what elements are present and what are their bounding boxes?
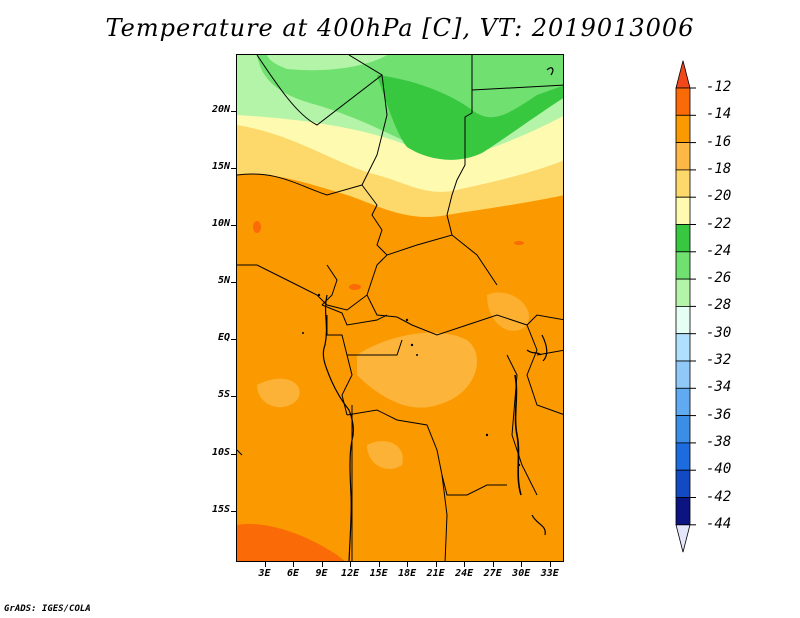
lon-tick-label: 27E bbox=[483, 568, 502, 579]
lat-tick bbox=[231, 396, 236, 398]
lat-tick-label: 15S bbox=[211, 503, 230, 515]
lon-tick bbox=[492, 562, 494, 567]
colorbar-box bbox=[675, 142, 691, 171]
lat-tick-label: EQ bbox=[217, 332, 230, 344]
coastline bbox=[322, 67, 554, 561]
lon-tick-label: 9E bbox=[315, 568, 328, 579]
colorbar-box bbox=[675, 497, 691, 526]
colorbar-label: -40 bbox=[706, 461, 732, 478]
colorbar-label: -24 bbox=[706, 242, 732, 259]
colorbar-box bbox=[675, 469, 691, 498]
colorbar-label: -30 bbox=[706, 324, 732, 341]
lon-tick bbox=[549, 562, 551, 567]
colorbar-box bbox=[675, 387, 691, 416]
colorbar-label: -16 bbox=[706, 133, 732, 150]
lon-tick bbox=[350, 562, 352, 567]
colorbar-box bbox=[675, 224, 691, 253]
lon-tick-label: 30E bbox=[512, 568, 531, 579]
lon-tick-label: 15E bbox=[369, 568, 388, 579]
colorbar-label: -38 bbox=[706, 433, 732, 450]
lon-tick bbox=[264, 562, 266, 567]
lon-tick-label: 3E bbox=[258, 568, 271, 579]
colorbar-label: -20 bbox=[706, 188, 732, 205]
lon-tick-label: 18E bbox=[398, 568, 417, 579]
colorbar-label: -18 bbox=[706, 160, 732, 177]
lon-tick bbox=[435, 562, 437, 567]
lon-tick-label: 33E bbox=[540, 568, 559, 579]
lat-tick bbox=[231, 510, 236, 512]
colorbar-label: -26 bbox=[706, 270, 732, 287]
colorbar-label: -28 bbox=[706, 297, 732, 314]
warm-patch-south bbox=[367, 441, 403, 469]
lat-tick-label: 5N bbox=[217, 275, 230, 287]
colorbar-label: -32 bbox=[706, 352, 732, 368]
colorbar-label: -44 bbox=[706, 515, 732, 532]
lat-tick-label: 10S bbox=[211, 446, 230, 458]
colorbar-box bbox=[675, 251, 691, 280]
lat-tick bbox=[231, 282, 236, 284]
colorbar-box bbox=[675, 278, 691, 307]
colorbar-lower-triangle bbox=[675, 524, 691, 553]
colorbar-label: -36 bbox=[706, 406, 732, 423]
lon-tick bbox=[321, 562, 323, 567]
colorbar-label: -34 bbox=[706, 379, 732, 396]
colorbar-box bbox=[675, 87, 691, 116]
lon-tick bbox=[407, 562, 409, 567]
lat-tick bbox=[231, 168, 236, 170]
warm-patch-east bbox=[487, 292, 529, 331]
lon-tick-label: 24E bbox=[455, 568, 474, 579]
band-minus24 bbox=[377, 75, 563, 160]
colorbar-upper-triangle bbox=[675, 60, 691, 89]
lat-tick-label: 20N bbox=[211, 104, 230, 116]
temperature-map bbox=[237, 55, 563, 561]
grads-credit: GrADS: IGES/COLA bbox=[4, 604, 91, 614]
colorbar-box bbox=[675, 333, 691, 362]
lon-tick-label: 6E bbox=[287, 568, 300, 579]
hot-spot-east bbox=[514, 241, 524, 245]
lat-tick-label: 10N bbox=[211, 218, 230, 230]
lat-tick-label: 15N bbox=[211, 161, 230, 173]
colorbar-label: -42 bbox=[706, 488, 732, 505]
hot-spot-center bbox=[349, 284, 361, 290]
lake-markers bbox=[302, 293, 521, 467]
lon-tick bbox=[378, 562, 380, 567]
lat-tick bbox=[231, 339, 236, 341]
colorbar-label: -22 bbox=[706, 215, 732, 232]
colorbar-box bbox=[675, 360, 691, 389]
warm-patch-center bbox=[357, 332, 477, 408]
band-top-light bbox=[267, 55, 387, 71]
lat-tick bbox=[231, 111, 236, 113]
map-title: Temperature at 400hPa [C], VT: 201901300… bbox=[105, 14, 695, 42]
lon-tick-label: 21E bbox=[426, 568, 445, 579]
lon-tick bbox=[521, 562, 523, 567]
colorbar-box bbox=[675, 169, 691, 198]
colorbar-box bbox=[675, 442, 691, 471]
colorbar-box bbox=[675, 305, 691, 335]
hot-spot-west bbox=[253, 221, 261, 233]
lon-tick bbox=[293, 562, 295, 567]
lon-tick-label: 12E bbox=[341, 568, 360, 579]
hot-patch-southwest bbox=[237, 524, 345, 561]
colorbar-label: -12 bbox=[706, 79, 732, 95]
map-panel bbox=[236, 54, 564, 562]
colorbar-box bbox=[675, 114, 691, 144]
colorbar-label: -14 bbox=[706, 106, 732, 123]
lon-tick bbox=[464, 562, 466, 567]
lat-tick-label: 5S bbox=[217, 389, 230, 401]
colorbar-box bbox=[675, 415, 691, 444]
lat-tick bbox=[231, 453, 236, 455]
lat-tick bbox=[231, 225, 236, 227]
warm-patch-west bbox=[257, 378, 300, 408]
colorbar-box bbox=[675, 196, 691, 225]
country-borders bbox=[237, 55, 563, 561]
